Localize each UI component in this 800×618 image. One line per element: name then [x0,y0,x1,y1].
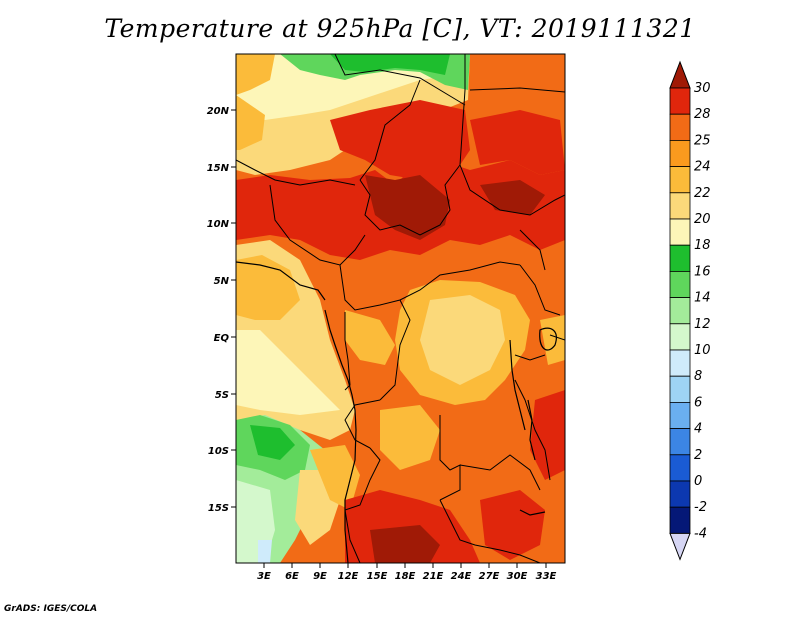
colorbar-label: 0 [694,474,702,489]
lat-label: 20N [207,106,230,117]
colorbar-label: 2 [694,448,702,463]
coastline [236,261,557,563]
lat-label: 15S [208,503,229,514]
colorbar-swatch [669,480,691,508]
colorbar-swatch [669,270,691,298]
colorbar-label: 30 [694,81,711,96]
lon-ticks [263,563,547,568]
credit-text: GrADS: IGES/COLA [4,604,98,614]
colorbar-label: 14 [694,291,711,306]
lon-label: 24E [451,571,472,582]
colorbar-label: 20 [694,212,711,227]
lon-label: 33E [536,571,557,582]
lon-label: 27E [479,571,500,582]
lat-label: 5S [215,390,229,401]
colorbar-swatch [669,113,691,141]
lon-label: 6E [285,571,299,582]
colorbar-swatch [669,297,691,325]
colorbar-label: -2 [694,500,707,515]
lat-label: 5N [214,276,230,287]
colorbar-swatch [669,323,691,351]
lon-label: 9E [313,571,327,582]
colorbar-label: 24 [694,160,711,175]
lat-label: 15N [207,163,230,174]
colorbar-label: 28 [694,107,711,122]
lon-label: 21E [423,571,444,582]
colorbar-swatch [669,401,691,429]
lon-label: 12E [338,571,359,582]
colorbar-label: 6 [694,395,702,410]
colorbar-label: 10 [694,343,711,358]
lat-label: 10S [208,446,229,457]
colorbar-arrow-top [669,60,691,89]
colorbar-swatch [669,349,691,377]
colorbar-label: 22 [694,186,711,201]
colorbar-label: 8 [694,369,702,384]
colorbar-label: 25 [694,133,711,148]
lon-label: 30E [507,571,528,582]
lat-label: 10N [207,219,230,230]
colorbar-label: -4 [694,526,707,541]
lon-label: 18E [395,571,416,582]
temperature-field [236,54,565,563]
lon-label: 3E [257,571,271,582]
colorbar-label: 12 [694,317,711,332]
colorbar-label: 18 [694,238,711,253]
country-borders [236,54,565,563]
colorbar-swatch [669,506,691,534]
colorbar-swatch [669,428,691,456]
colorbar-swatch [669,218,691,246]
lat-label: EQ [214,333,230,344]
lon-labels: 3E 6E 9E 12E 15E 18E 21E 24E 27E 30E 33E [257,571,556,582]
colorbar-swatch [669,375,691,403]
chart-title: Temperature at 925hPa [C], VT: 201911132… [104,14,696,43]
map-frame [235,53,566,564]
colorbar-arrow-bottom [669,532,691,561]
colorbar-label: 4 [694,422,702,437]
colorbar-label: 16 [694,264,711,279]
colorbar-swatch [669,139,691,167]
colorbar-swatch [669,166,691,194]
lat-labels: 20N 15N 10N 5N EQ 5S 10S 15S [207,106,230,514]
colorbar [669,60,691,561]
colorbar-swatch [669,87,691,115]
colorbar-swatch [669,192,691,220]
colorbar-swatch [669,244,691,272]
lon-label: 15E [367,571,388,582]
colorbar-swatch [669,454,691,482]
lat-ticks [231,109,236,508]
